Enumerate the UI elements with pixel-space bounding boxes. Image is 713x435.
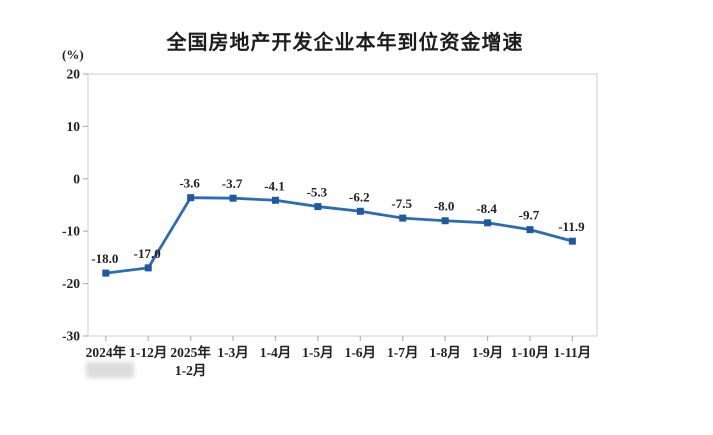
watermark-blur	[86, 362, 134, 378]
data-point-label: -7.5	[391, 196, 412, 211]
data-point-label: -8.4	[476, 201, 497, 216]
x-axis-tick-label: 2025年 1-2月	[170, 344, 211, 378]
x-axis-tick-label: 1-12月	[129, 345, 167, 360]
data-point-label: -8.0	[434, 199, 455, 214]
y-axis-tick-label: 10	[67, 119, 81, 134]
y-axis-tick-label: -30	[62, 329, 80, 344]
data-point-label: -3.7	[222, 176, 243, 191]
data-point-marker	[526, 226, 534, 234]
data-point-marker	[144, 264, 152, 272]
data-point-marker	[441, 217, 449, 225]
x-axis-tick-label: 1-3月	[217, 345, 249, 360]
x-axis-tick-label: 1-9月	[472, 345, 504, 360]
data-point-marker	[271, 196, 279, 204]
y-axis-unit-label: (%)	[62, 47, 84, 62]
data-point-label: -4.1	[264, 178, 285, 193]
data-point-marker	[102, 269, 110, 277]
x-axis-tick-label: 1-11月	[554, 345, 592, 360]
x-axis-tick-label: 1-7月	[387, 345, 419, 360]
x-axis-tick-label: 1-6月	[345, 345, 377, 360]
y-axis-tick-label: -10	[62, 224, 80, 239]
data-point-marker	[399, 214, 407, 222]
data-point-label: -9.7	[519, 208, 540, 223]
data-point-marker	[314, 203, 322, 211]
data-point-label: -11.9	[558, 219, 585, 234]
data-point-marker	[484, 219, 492, 227]
data-point-label: -3.6	[179, 176, 200, 191]
data-point-marker	[568, 237, 576, 245]
y-axis-tick-label: -20	[62, 276, 80, 291]
chart-title: 全国房地产开发企业本年到位资金增速	[166, 32, 524, 54]
plot-area-border	[87, 73, 598, 337]
x-axis-tick-label: 1-10月	[511, 345, 549, 360]
y-axis-tick-label: 0	[73, 171, 80, 186]
data-point-marker	[229, 194, 237, 202]
data-point-label: -18.0	[91, 251, 118, 266]
x-axis-tick-label: 1-8月	[429, 345, 461, 360]
data-point-label: -5.3	[307, 185, 328, 200]
x-axis-tick-label: 1-5月	[302, 345, 334, 360]
data-point-label: -6.2	[349, 189, 370, 204]
data-point-label: -17.0	[134, 246, 161, 261]
x-axis-tick-label: 2024年	[86, 344, 127, 360]
x-axis-tick-label: 1-4月	[260, 345, 292, 360]
y-axis-tick-label: 20	[67, 67, 81, 82]
data-point-marker	[187, 194, 195, 202]
series-line	[105, 196, 573, 275]
data-point-marker	[356, 207, 364, 215]
